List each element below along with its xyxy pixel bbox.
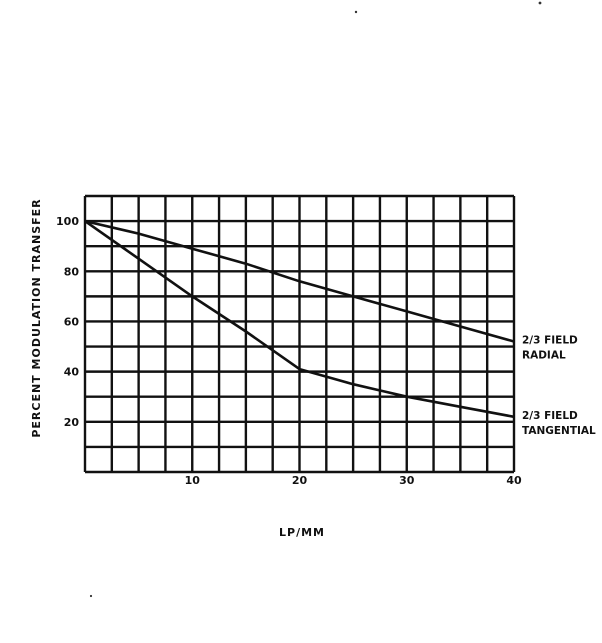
y-tick-label: 80 — [64, 265, 80, 278]
x-tick-label: 20 — [292, 474, 308, 487]
y-axis-title: PERCENT MODULATION TRANSFER — [30, 198, 43, 437]
series-label-radial: 2/3 FIELD RADIAL — [522, 335, 578, 362]
y-tick-label: 40 — [64, 366, 80, 379]
y-tick-label: 100 — [56, 215, 79, 228]
x-tick-label: 10 — [185, 474, 201, 487]
series-label-tangential: 2/3 FIELD TANGENTIAL — [522, 410, 596, 437]
y-tick-label: 60 — [64, 315, 80, 328]
series-labels: 2/3 FIELD RADIAL 2/3 FIELD TANGENTIAL — [522, 335, 596, 437]
chart-grid — [83, 194, 516, 474]
x-axis-title: LP/MM — [279, 526, 325, 539]
chart-series — [84, 219, 515, 419]
y-tick-label: 20 — [64, 416, 80, 429]
scan-speck — [538, 1, 542, 5]
x-tick-label: 30 — [399, 474, 415, 487]
scan-speck — [89, 594, 93, 598]
y-tick-labels: 20 40 60 80 100 — [56, 215, 79, 429]
series-line-radial — [84, 219, 515, 343]
scan-speck — [354, 10, 358, 14]
series-line-tangential — [84, 220, 515, 419]
x-tick-label: 40 — [506, 474, 522, 487]
x-tick-labels: 10 20 30 40 — [185, 474, 522, 487]
